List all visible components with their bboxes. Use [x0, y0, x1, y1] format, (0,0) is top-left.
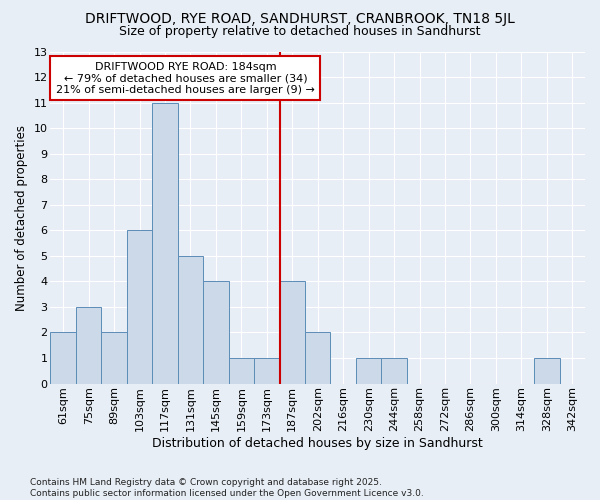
Bar [356, 358, 382, 384]
Bar [534, 358, 560, 384]
Text: DRIFTWOOD, RYE ROAD, SANDHURST, CRANBROOK, TN18 5JL: DRIFTWOOD, RYE ROAD, SANDHURST, CRANBROO… [85, 12, 515, 26]
X-axis label: Distribution of detached houses by size in Sandhurst: Distribution of detached houses by size … [152, 437, 483, 450]
Bar [178, 256, 203, 384]
Text: Contains HM Land Registry data © Crown copyright and database right 2025.
Contai: Contains HM Land Registry data © Crown c… [30, 478, 424, 498]
Bar [101, 332, 127, 384]
Bar [127, 230, 152, 384]
Bar [305, 332, 331, 384]
Text: DRIFTWOOD RYE ROAD: 184sqm
← 79% of detached houses are smaller (34)
21% of semi: DRIFTWOOD RYE ROAD: 184sqm ← 79% of deta… [56, 62, 315, 95]
Bar [152, 102, 178, 384]
Text: Size of property relative to detached houses in Sandhurst: Size of property relative to detached ho… [119, 25, 481, 38]
Bar [76, 307, 101, 384]
Bar [254, 358, 280, 384]
Bar [203, 282, 229, 384]
Bar [382, 358, 407, 384]
Bar [50, 332, 76, 384]
Bar [280, 282, 305, 384]
Y-axis label: Number of detached properties: Number of detached properties [15, 124, 28, 310]
Bar [229, 358, 254, 384]
